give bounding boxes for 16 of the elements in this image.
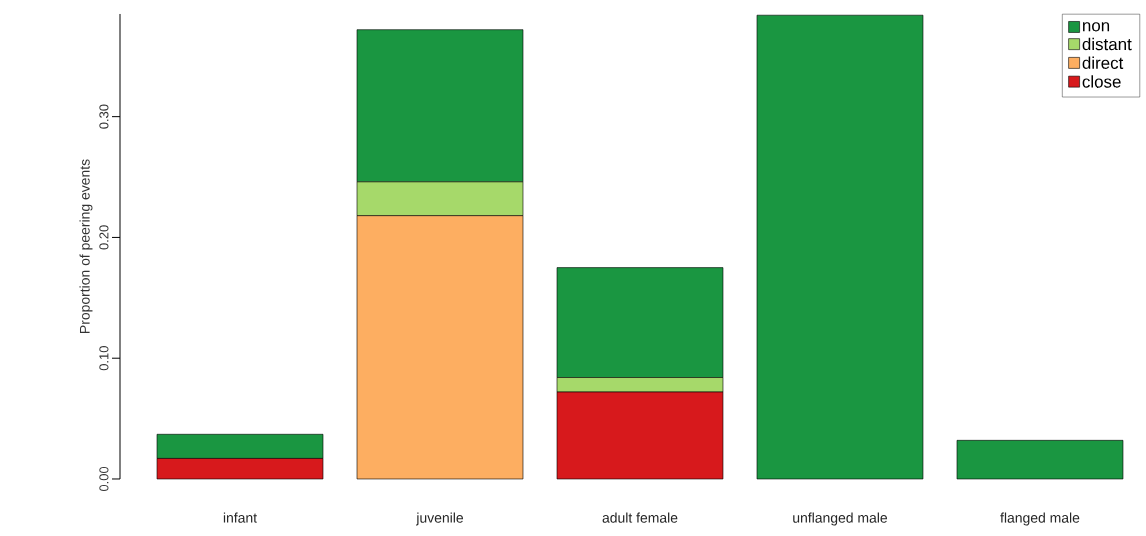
y-tick-label: 0.10 xyxy=(99,346,109,371)
legend-label: close xyxy=(1082,75,1121,88)
x-tick-label: adult female xyxy=(602,512,678,523)
y-tick-label: 0.30 xyxy=(99,104,109,129)
x-tick-label: infant xyxy=(223,512,257,523)
legend-label: distant xyxy=(1082,37,1132,51)
bar xyxy=(756,14,924,480)
x-tick-label: flanged male xyxy=(1000,512,1080,526)
legend-label: direct xyxy=(1082,56,1124,69)
y-tick-label: 0.00 xyxy=(99,466,109,492)
bar xyxy=(956,440,1124,480)
y-axis-title: Proportion of peering events xyxy=(79,159,93,333)
x-tick-label: unflanged male xyxy=(793,512,888,526)
y-tick-label: 0.20 xyxy=(99,225,109,250)
x-tick-label: juvenile xyxy=(416,512,464,526)
legend-label: non xyxy=(1083,22,1110,32)
